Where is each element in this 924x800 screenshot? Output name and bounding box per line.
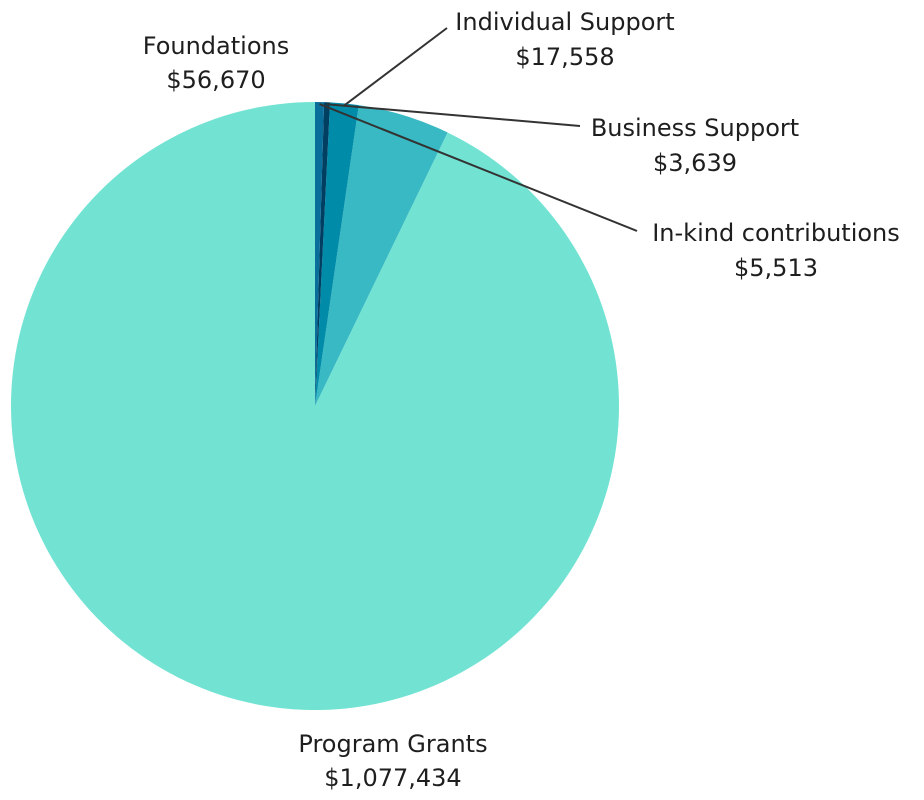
- pie-slice-individual-support: [315, 102, 359, 406]
- slice-label-program-grants: Program Grants: [298, 730, 487, 758]
- slice-label-individual-support: Individual Support: [455, 8, 674, 36]
- slice-value-foundations: $56,670: [166, 66, 265, 94]
- pie-slice-foundations: [315, 105, 448, 406]
- slice-value-in-kind-contributions: $5,513: [734, 254, 818, 282]
- pie-slice-business-support: [315, 102, 331, 406]
- slice-value-business-support: $3,639: [653, 149, 737, 177]
- slice-label-in-kind-contributions: In-kind contributions: [652, 219, 900, 247]
- pie-slice-program-grants: [10, 102, 619, 711]
- leader-line-in-kind-contributions: [319, 103, 638, 232]
- slice-label-business-support: Business Support: [591, 114, 799, 142]
- pie-slices: [10, 102, 619, 711]
- leader-line-individual-support: [343, 27, 448, 107]
- pie-slice-in-kind-contributions: [315, 102, 325, 406]
- slice-value-individual-support: $17,558: [515, 43, 614, 71]
- leader-line-business-support: [326, 103, 581, 127]
- slice-label-foundations: Foundations: [143, 32, 289, 60]
- leader-lines: [319, 27, 638, 232]
- slice-labels: Program Grants $1,077,434 Foundations $5…: [143, 8, 900, 792]
- slice-value-program-grants: $1,077,434: [324, 764, 461, 792]
